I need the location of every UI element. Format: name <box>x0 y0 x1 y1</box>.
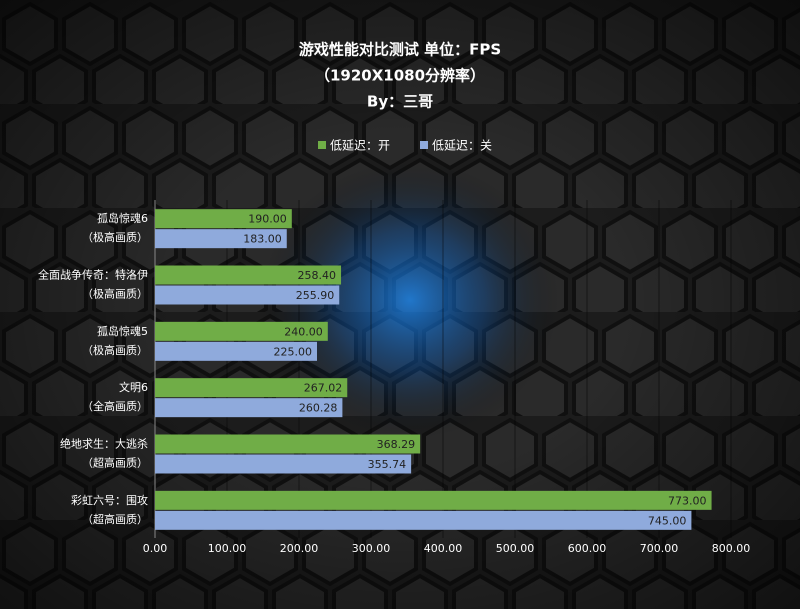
data-label: 183.00 <box>243 233 282 246</box>
bar <box>155 341 317 361</box>
legend-swatch <box>318 141 326 149</box>
data-label: 368.29 <box>377 438 416 451</box>
y-tick-label: （极高画质） <box>82 343 148 357</box>
bar <box>155 378 348 398</box>
legend-label: 低延迟：开 <box>330 139 390 153</box>
bar <box>155 434 421 454</box>
bar <box>155 490 712 510</box>
bar <box>155 454 412 474</box>
data-label: 258.40 <box>298 269 337 282</box>
data-label: 255.90 <box>296 289 335 302</box>
data-label: 745.00 <box>648 514 687 527</box>
x-tick-label: 300.00 <box>352 542 391 555</box>
y-tick-label: （全高画质） <box>82 399 148 413</box>
legend-swatch <box>420 141 428 149</box>
data-label: 355.74 <box>368 458 407 471</box>
bar <box>155 321 328 341</box>
y-tick-label: （超高画质） <box>82 512 148 526</box>
x-tick-label: 700.00 <box>640 542 679 555</box>
y-tick-label: 绝地求生：大逃杀 <box>60 437 148 451</box>
x-tick-label: 500.00 <box>496 542 535 555</box>
y-tick-label: 文明6 <box>119 380 148 394</box>
data-label: 225.00 <box>274 345 313 358</box>
data-label: 190.00 <box>248 213 287 226</box>
y-tick-label: （极高画质） <box>82 230 148 244</box>
legend-label: 低延迟：关 <box>432 139 492 153</box>
data-label: 260.28 <box>299 402 338 415</box>
y-tick-label: 孤岛惊魂6 <box>97 211 148 225</box>
y-tick-label: 全面战争传奇：特洛伊 <box>38 268 148 282</box>
bar <box>155 510 692 530</box>
bar <box>155 398 343 418</box>
x-tick-label: 400.00 <box>424 542 463 555</box>
data-label: 267.02 <box>304 382 343 395</box>
x-tick-label: 800.00 <box>712 542 751 555</box>
x-tick-label: 100.00 <box>208 542 247 555</box>
bar <box>155 209 292 229</box>
data-label: 773.00 <box>668 494 707 507</box>
bar <box>155 285 340 305</box>
x-tick-label: 200.00 <box>280 542 319 555</box>
y-tick-label: （超高画质） <box>82 456 148 470</box>
chart-title: 游戏性能对比测试 单位：FPS <box>299 41 501 59</box>
bar <box>155 229 287 249</box>
x-tick-label: 0.00 <box>143 542 168 555</box>
bar <box>155 265 342 285</box>
y-tick-label: 孤岛惊魂5 <box>97 324 148 338</box>
chart-title: （1920X1080分辨率） <box>315 67 485 85</box>
y-tick-label: （极高画质） <box>82 287 148 301</box>
x-tick-label: 600.00 <box>568 542 607 555</box>
chart-title: By：三哥 <box>367 93 433 111</box>
y-tick-label: 彩虹六号：围攻 <box>71 493 148 507</box>
data-label: 240.00 <box>284 325 323 338</box>
